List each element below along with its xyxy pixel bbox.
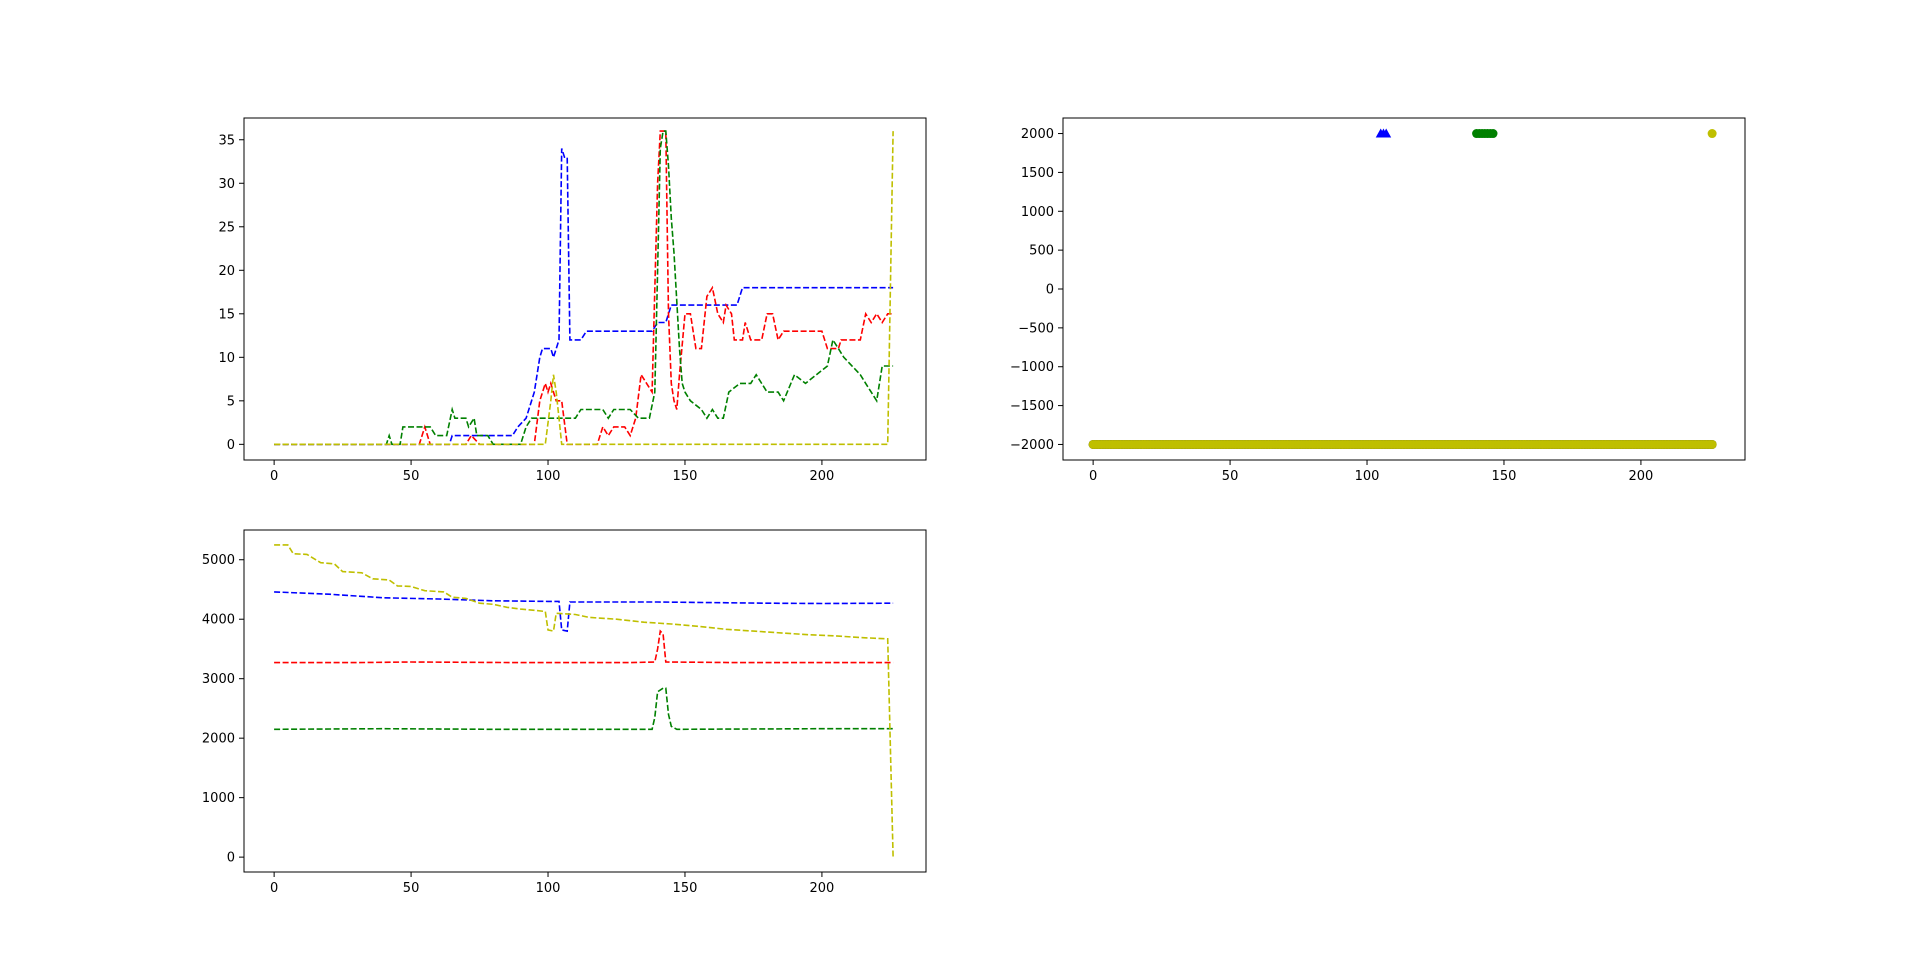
- x-tick-label: 0: [1089, 469, 1097, 484]
- x-tick-label: 50: [403, 881, 420, 896]
- x-tick-label: 150: [1492, 469, 1517, 484]
- plot-area: [274, 130, 894, 446]
- series-line-3: [274, 687, 894, 731]
- scatter-point: [1707, 129, 1717, 139]
- series-line-2: [274, 629, 894, 664]
- series-line-4: [274, 131, 894, 446]
- x-tick-label: 0: [270, 881, 278, 896]
- y-tick-label: 0: [227, 851, 235, 866]
- y-tick-label: 10: [218, 351, 235, 366]
- x-tick-label: 200: [810, 881, 835, 896]
- x-tick-label: 150: [673, 881, 698, 896]
- y-tick-label: 25: [218, 220, 235, 235]
- y-tick-label: 500: [1029, 244, 1054, 259]
- y-tick-label: 1000: [1021, 205, 1054, 220]
- y-tick-label: 3000: [202, 672, 235, 687]
- y-tick-label: 15: [218, 307, 235, 322]
- x-tick-label: 100: [536, 881, 561, 896]
- series-line-2: [274, 130, 894, 446]
- y-tick-label: 0: [1046, 283, 1054, 298]
- axes-1: 0 50 100 150 200 0 5 10 15 20 25 30 35: [218, 117, 927, 484]
- y-tick-label: −500: [1018, 321, 1054, 336]
- scatter-point: [1707, 439, 1717, 449]
- x-tick-label: 50: [1222, 469, 1239, 484]
- x-tick-label: 100: [536, 469, 561, 484]
- y-tick-label: 5000: [202, 553, 235, 568]
- y-tick-label: 1000: [202, 791, 235, 806]
- axes-2: 0 50 100 150 200 2000 1500 1000 500 0 −500 −1000 −15…: [1010, 117, 1746, 484]
- x-tick-label: 150: [673, 469, 698, 484]
- x-tick-label: 200: [1629, 469, 1654, 484]
- scatter-point: [1488, 129, 1498, 139]
- plot-area: [1088, 128, 1717, 449]
- y-tick-label: 20: [218, 264, 235, 279]
- y-tick-label: 2000: [1021, 127, 1054, 142]
- series-line-4: [274, 544, 894, 858]
- y-tick-label: 4000: [202, 613, 235, 628]
- y-tick-label: 1500: [1021, 166, 1054, 181]
- y-tick-label: 2000: [202, 732, 235, 747]
- series-line-1: [274, 148, 894, 446]
- y-tick-label: 0: [227, 438, 235, 453]
- axes-frame: [243, 117, 927, 461]
- x-tick-label: 50: [403, 469, 420, 484]
- y-tick-label: −2000: [1010, 438, 1054, 453]
- y-tick-label: −1000: [1010, 360, 1054, 375]
- plot-area: [274, 544, 894, 858]
- x-tick-label: 100: [1355, 469, 1380, 484]
- x-tick-label: 200: [810, 469, 835, 484]
- y-tick-label: 5: [227, 394, 235, 409]
- scatter-point: [1381, 128, 1392, 138]
- series-line-1: [274, 591, 894, 633]
- axes-frame: [1062, 117, 1746, 461]
- axes-frame: [243, 529, 927, 873]
- y-tick-label: 30: [218, 177, 235, 192]
- y-tick-label: 35: [218, 133, 235, 148]
- x-tick-label: 0: [270, 469, 278, 484]
- y-tick-label: −1500: [1010, 399, 1054, 414]
- series-line-3: [274, 130, 894, 446]
